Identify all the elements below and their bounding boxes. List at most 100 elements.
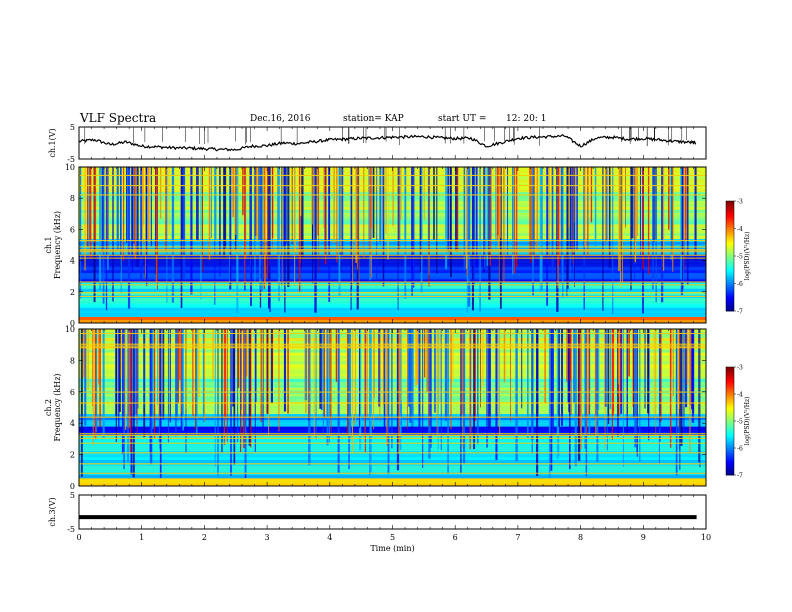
spectrogram-line (79, 345, 706, 347)
spectrogram-stripe-dark (140, 167, 143, 283)
y-tick-label: 5 (70, 123, 75, 132)
spectrogram-stripe-dark (135, 329, 138, 415)
spectrogram-stripe-dark (680, 167, 683, 280)
colorbar-segment (726, 406, 734, 409)
spectrogram-texture (79, 235, 706, 240)
spectrogram-stripe-dark (230, 329, 232, 476)
spectrogram-stripe-dark (337, 329, 340, 473)
colorbar-segment (726, 408, 734, 411)
spectrogram-texture (79, 182, 706, 187)
spectrogram-stripe-bright (503, 329, 506, 383)
spectrogram-stripe-bright (237, 329, 240, 388)
colorbar-segment (726, 424, 734, 427)
spectrogram-line (79, 391, 706, 393)
spectrogram-stripe-dark (474, 167, 476, 246)
spectrogram-stripe-bright (503, 167, 505, 283)
spectrogram-stripe-dark (312, 167, 314, 284)
spectrogram-stripe-bright (475, 329, 476, 422)
spectrogram-stripe-dark (418, 329, 421, 428)
spectrogram-stripe-dark (249, 167, 251, 261)
spectrogram-stripe-bright (92, 329, 94, 446)
spectrogram-stripe-dark (248, 329, 251, 446)
colorbar-segment (726, 292, 734, 295)
spectrogram-stripe-dark (636, 329, 638, 458)
spectrogram-stripe-bright (632, 329, 634, 407)
spectrogram-stripe-dark (404, 167, 407, 299)
spectrogram-stripe-dark (267, 167, 271, 309)
spectrogram-stripe-bright (212, 329, 214, 381)
spectrogram-stripe-bright (295, 167, 296, 252)
colorbar-segment (726, 372, 734, 375)
spectrogram-stripe-dark (351, 167, 353, 290)
spectrogram-texture (79, 241, 706, 246)
spectrogram-stripe-dark (341, 167, 344, 262)
spectrogram-stripe-dark (447, 167, 450, 253)
spectrogram-stripe-dark (576, 167, 578, 251)
spectrogram-texture (79, 263, 706, 268)
spectrogram-stripe-bright (272, 167, 273, 249)
spectrogram-texture (79, 227, 706, 231)
spectrogram-stripe-dark (639, 167, 642, 271)
spectrogram-stripe-dark (569, 167, 572, 251)
spectrogram-stripe-bright (235, 167, 237, 235)
spectrogram-stripe-dark (488, 329, 491, 427)
spectrogram-stripe-dark (498, 329, 500, 416)
spectrogram-stripe-bright (145, 167, 146, 279)
x-tick-label: 2 (202, 533, 207, 542)
spectrogram-stripe-dark (479, 167, 481, 312)
spectrogram-stripe-bright (122, 167, 125, 261)
spectrogram-stripe-dark (214, 329, 216, 467)
spectrogram-stripe-dark (460, 329, 462, 474)
spectrogram-stripe-bright (678, 329, 680, 409)
colorbar-segment (726, 279, 734, 283)
spectrogram-stripe-dark (175, 329, 177, 437)
y-tick-label: 6 (70, 225, 75, 234)
colorbar-segment (726, 290, 734, 294)
spectrogram-1 (79, 167, 706, 324)
spectrogram-2 (79, 329, 706, 487)
spectrogram-stripe-bright (428, 329, 429, 426)
spectrogram-stripe-bright (499, 329, 501, 435)
spectrogram-stripe-dark (229, 167, 232, 290)
spectrogram-texture (79, 185, 706, 190)
spectrogram-stripe-dark (369, 329, 372, 474)
spectrogram-stripe-bright (86, 167, 89, 247)
colorbar-segment (726, 471, 734, 474)
spectrogram-stripe-bright (544, 329, 546, 404)
spectrogram-stripe-bright (655, 329, 657, 436)
colorbar-segment (726, 417, 734, 420)
colorbar-segment (726, 226, 734, 229)
colorbar-segment (726, 464, 734, 467)
spectrogram-stripe-dark (255, 329, 257, 403)
y-tick-label: 0 (70, 319, 75, 328)
spectrogram-stripe-bright (536, 167, 538, 252)
colorbar-segment (726, 431, 734, 434)
spectrogram-stripe-bright (201, 167, 204, 272)
spectrogram-stripe-bright (311, 167, 313, 225)
spectrogram-line (79, 251, 706, 253)
colorbar-segment (726, 367, 734, 370)
spectrogram-stripe-dark (626, 329, 628, 435)
spectrogram-stripe-dark (260, 167, 262, 280)
spectrogram-stripe-dark (127, 167, 131, 309)
colorbar-segment (726, 221, 734, 224)
colorbar-segment (726, 473, 734, 476)
spectrogram-stripe-dark (112, 167, 114, 302)
spectrogram-texture (79, 478, 706, 482)
spectrogram-stripe-bright (156, 167, 158, 290)
spectrogram-stripe-dark (372, 167, 375, 238)
y-tick-label: 5 (70, 491, 75, 500)
colorbar-tick-label: -4 (737, 392, 743, 399)
spectrogram-stripe-bright (208, 167, 211, 260)
colorbar-segment (726, 241, 734, 244)
spectrogram-stripe-dark (319, 329, 322, 409)
spectrogram-stripe-dark (320, 329, 323, 411)
spectrogram-stripe-dark (202, 329, 205, 423)
spectrogram-stripe-dark (639, 329, 641, 462)
spectrogram-stripe-dark (659, 329, 661, 442)
spectrogram-stripe-bright (364, 329, 367, 453)
spectrogram-stripe-dark (328, 167, 331, 302)
spectrogram-stripe-dark (437, 329, 439, 450)
colorbar-segment (726, 243, 734, 246)
spectrogram-stripe-bright (347, 329, 349, 435)
